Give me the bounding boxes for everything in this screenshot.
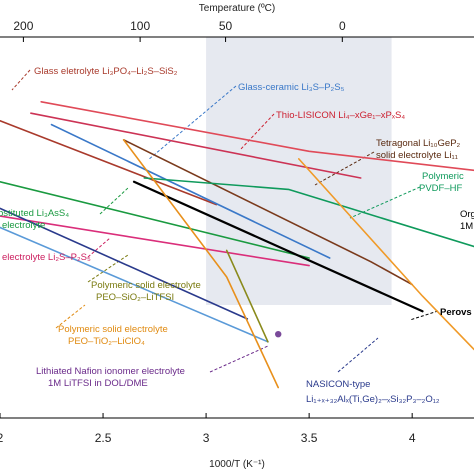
series-line-9: [0, 226, 269, 343]
leader-line: [99, 187, 129, 215]
series-line-5: [143, 177, 474, 248]
annotation-label: Li₁₊ₓ₊₃₂Alₓ(Ti,Ge)₂–ₓSi₃₂P₃–₂O₁₂: [306, 394, 440, 405]
top-tick-label: 50: [219, 19, 233, 33]
series-layer: [0, 101, 474, 389]
annotation-label: Perovs: [440, 307, 472, 318]
x-tick-label: 2.5: [95, 431, 112, 445]
annotation-label: 1M LiTFSI in DOL/DME: [48, 378, 148, 389]
top-tick-label: 200: [13, 19, 33, 33]
series-line-10: [132, 180, 424, 313]
annotation-label: Org: [460, 209, 474, 220]
annotation-label: PEO–SiO₂–LiTFSI: [96, 292, 174, 303]
series-line-4: [40, 101, 474, 172]
annotation-label: Glass-ceramic Li₃S–P₂S₅: [238, 82, 345, 93]
annotation-label: bstituted Li₃AsS₄: [0, 208, 69, 219]
annotation-label: Polymeric: [422, 171, 464, 182]
annotation-label: PEO–TiO₂–LiClO₄: [68, 336, 145, 347]
annotation-label: electrolyte Li₂S–P₂S₅: [2, 252, 91, 263]
annotation-label: NASICON-type: [306, 379, 370, 390]
series-line-13: [297, 158, 474, 351]
annotation-label: PVDF–HF: [419, 183, 462, 194]
annotation-layer: Glass eletrolyte Li₃PO₄–Li₂S–SiS₂ Glass-c…: [0, 66, 474, 405]
annotation-label: Polymeric solid electrolyte: [58, 324, 168, 335]
series-line-6: [0, 181, 310, 259]
annotation-label: Tetragonal Li₁₀GeP₂: [376, 138, 461, 149]
annotation-label: Thio-LISICON Li₄–xGe₁–xPₓS₄: [276, 110, 405, 121]
leader-line: [209, 345, 269, 373]
x-tick-label: 4: [409, 431, 416, 445]
leader-line: [337, 337, 379, 373]
leader-line: [349, 186, 421, 219]
x-tick-label: 2: [0, 431, 4, 445]
annotation-label: electrolyte: [2, 220, 45, 231]
top-axis-title: Temperature (ºC): [199, 3, 275, 14]
annotation-label: Lithiated Nafion ionomer electrolyte: [36, 366, 185, 377]
x-tick-label: 3: [203, 431, 210, 445]
shaded-region: [206, 37, 392, 305]
leader-line: [147, 85, 237, 161]
annotation-label: Polymeric solid electrolyte: [91, 280, 201, 291]
series-line-12: [122, 139, 280, 389]
leader-line: [11, 69, 31, 91]
series-line-11: [225, 249, 269, 343]
axes-layer: 2 2.5 3 3.5 4 200 100 50 0: [0, 19, 474, 445]
leader-line: [55, 304, 86, 329]
leader-line: [239, 113, 275, 151]
top-tick-label: 100: [130, 19, 150, 33]
annotation-label: Glass eletrolyte Li₃PO₄–Li₂S–SiS₂: [34, 66, 178, 77]
series-point-14: [275, 330, 282, 338]
series-line-7: [0, 215, 310, 267]
leader-line: [87, 254, 129, 283]
annotation-label: 1M: [460, 221, 473, 232]
series-line-8: [0, 207, 249, 320]
series-line-3: [50, 123, 331, 259]
leader-line: [409, 310, 439, 321]
x-axis-title: 1000/T (K⁻¹): [209, 459, 265, 470]
annotation-label: solid electrolyte Li₁₁: [376, 150, 458, 161]
shaded-region-layer: [206, 37, 392, 305]
series-line-0: [0, 120, 218, 206]
top-tick-label: 0: [339, 19, 346, 33]
leader-line: [87, 237, 111, 258]
x-tick-label: 3.5: [301, 431, 318, 445]
series-line-2: [122, 139, 414, 286]
